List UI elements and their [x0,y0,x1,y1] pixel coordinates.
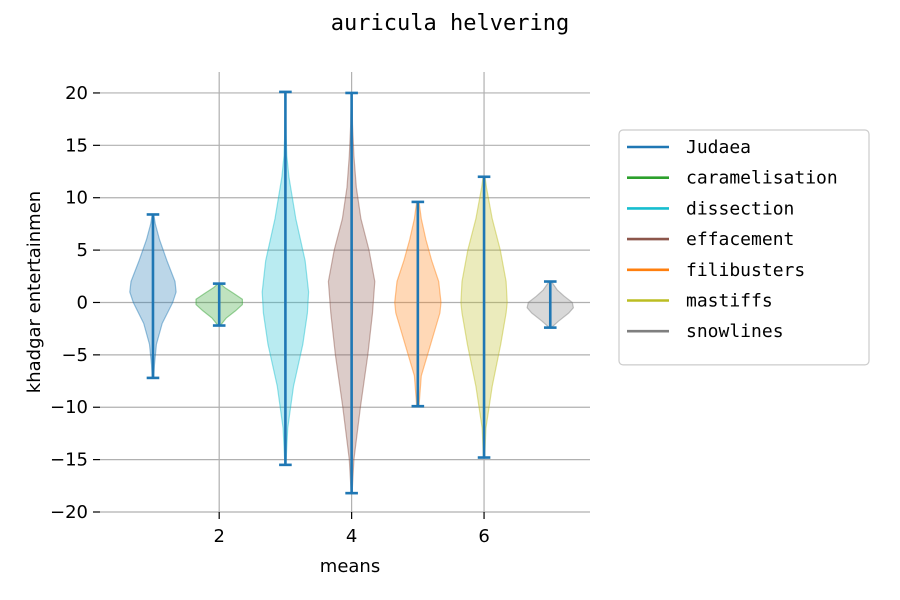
violins [129,90,574,495]
y-tick-label: −10 [50,397,88,418]
y-tick-label: 0 [77,292,88,313]
legend: Judaea caramelisation dissection effacement… [618,129,870,366]
y-tick-label: 15 [65,135,88,156]
legend-label: snowlines [686,321,784,342]
legend-label: caramelisation [686,168,838,189]
x-tick-label: 6 [478,526,489,547]
x-axis-label: means [320,556,380,577]
legend-label: filibusters [686,260,805,281]
y-tick-label: −20 [50,502,88,523]
ticks: −20 −15 −10 −5 0 5 10 15 20 2 4 6 [50,83,490,547]
y-tick-label: 10 [65,188,88,209]
x-tick-label: 4 [346,526,357,547]
y-tick-label: −15 [50,450,88,471]
chart-title: auricula helvering [331,11,569,36]
x-tick-label: 2 [213,526,224,547]
legend-label: Judaea [686,137,751,158]
legend-label: mastiffs [686,291,773,312]
y-tick-label: −5 [61,345,88,366]
y-tick-label: 20 [65,83,88,104]
legend-label: dissection [686,198,794,219]
legend-box [618,129,870,366]
y-tick-label: 5 [77,240,88,261]
legend-label: effacement [686,229,794,250]
y-axis-label: khadgar entertainmen [24,191,45,393]
